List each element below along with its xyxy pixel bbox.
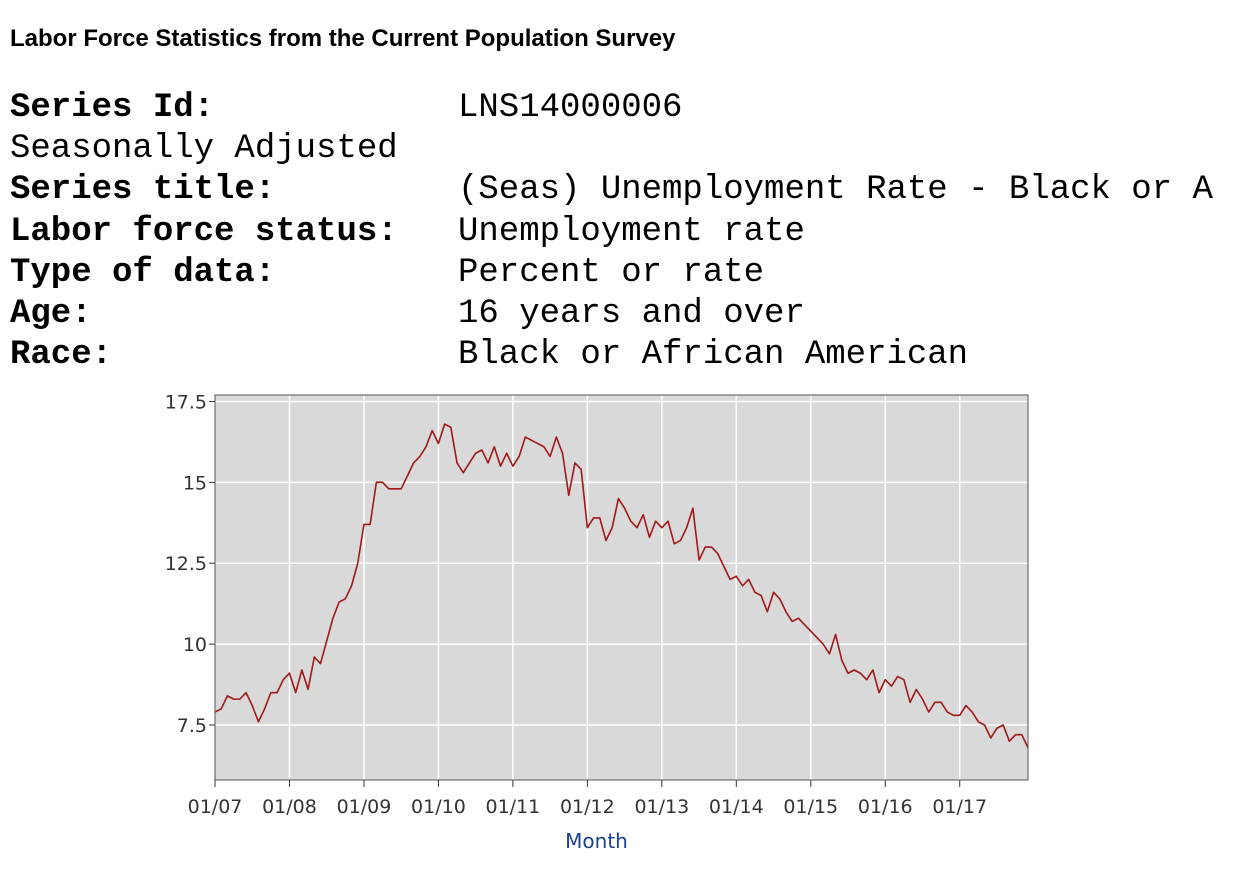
x-tick-label: 01/10: [411, 796, 466, 818]
labor-force-status-value: Unemployment rate: [458, 212, 805, 251]
plot-frame: [214, 394, 1029, 781]
plot-area: [215, 395, 1028, 780]
age-label: Age:: [10, 294, 92, 333]
race-label: Race:: [10, 336, 113, 375]
x-tick-label: 01/16: [858, 796, 913, 818]
x-tick-label: 01/07: [188, 796, 243, 818]
series-id-value: LNS14000006: [458, 89, 683, 127]
race-value: Black or African American: [458, 336, 969, 375]
series-title-label: Series title:: [10, 171, 276, 210]
age-row: Age: 16 years and over: [10, 294, 1241, 335]
x-axis-label: Month: [565, 829, 628, 853]
series-id-label: Series Id:: [10, 89, 215, 127]
unemployment-line-chart: 7.5 10 12.5 15 17.5 01/07 01/08 01/09 01/10 01/1…: [165, 391, 1029, 853]
type-of-data-row: Type of data: Percent or rate: [10, 253, 1241, 294]
series-id-row: Series Id: LNS14000006: [10, 88, 1241, 129]
y-tick-label: 10: [183, 634, 207, 656]
x-tick-label: 01/09: [337, 796, 392, 818]
series-line-unemployment-rate: [214, 423, 1029, 748]
type-of-data-label: Type of data:: [10, 253, 276, 292]
y-tick-label: 12.5: [165, 553, 207, 575]
grid-lines: [215, 395, 1028, 780]
type-of-data-value: Percent or rate: [458, 253, 765, 292]
labor-force-status-row: Labor force status: Unemployment rate: [10, 212, 1241, 253]
seasonal-adjustment-label: Seasonally Adjusted: [10, 130, 398, 169]
page-title: Labor Force Statistics from the Current …: [10, 25, 676, 52]
series-title-value: (Seas) Unemployment Rate - Black or A: [458, 171, 1213, 210]
seasonal-adjustment-row: Seasonally Adjusted: [10, 129, 1241, 170]
x-tick-label: 01/11: [486, 796, 541, 818]
y-tick-label: 7.5: [177, 715, 207, 737]
y-tick-label: 15: [183, 472, 207, 494]
y-tick-label: 17.5: [165, 391, 207, 413]
x-tick-label: 01/08: [262, 796, 317, 818]
x-tick-label: 01/17: [932, 796, 987, 818]
y-axis: 7.5 10 12.5 15 17.5: [165, 391, 215, 737]
x-tick-label: 01/12: [560, 796, 615, 818]
labor-force-status-label: Labor force status:: [10, 212, 398, 251]
race-row: Race: Black or African American: [10, 335, 1241, 376]
x-tick-label: 01/14: [709, 796, 764, 818]
x-tick-label: 01/13: [634, 796, 689, 818]
series-info: Series Id: LNS14000006 Seasonally Adjust…: [10, 88, 1241, 376]
series-title-row: Series title: (Seas) Unemployment Rate -…: [10, 170, 1241, 211]
x-axis: 01/07 01/08 01/09 01/10 01/11 01/12 01/13 01/14…: [188, 780, 987, 818]
age-value: 16 years and over: [458, 294, 805, 333]
x-tick-label: 01/15: [783, 796, 838, 818]
